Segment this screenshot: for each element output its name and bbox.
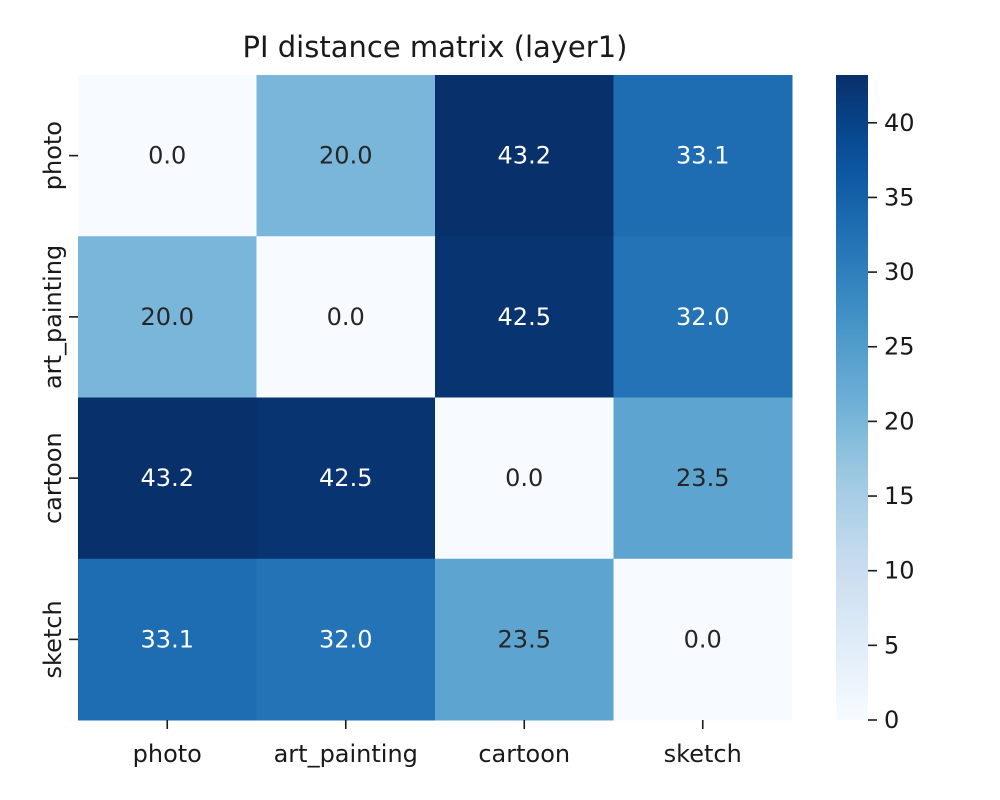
- cell-value-label: 20.0: [319, 142, 372, 170]
- cell-value-label: 32.0: [676, 303, 729, 331]
- heatmap-cell: [256, 558, 436, 721]
- x-axis: photo art_painting cartoon sketch: [133, 720, 742, 768]
- heatmap-cell: [613, 397, 793, 560]
- colorbar-tick-label: 40: [884, 109, 915, 137]
- heatmap-cell: [613, 558, 793, 721]
- heatmap-cells: [78, 75, 793, 721]
- cell-value-label: 20.0: [141, 303, 194, 331]
- heatmap-cell: [78, 558, 257, 721]
- heatmap-cell: [435, 75, 614, 237]
- heatmap-cell: [613, 236, 793, 398]
- heatmap-cell: [256, 75, 436, 237]
- cell-value-label: 33.1: [141, 625, 194, 653]
- cell-value-label: 33.1: [676, 142, 729, 170]
- heatmap-annotations: 0.0 20.0 43.2 33.1 20.0 0.0 42.5 32.0 43.2 42.5 0.…: [141, 142, 730, 654]
- cell-value-label: 42.5: [319, 464, 372, 492]
- cell-value-label: 0.0: [505, 464, 543, 492]
- y-tick-label: sketch: [39, 600, 67, 678]
- x-tick-label: sketch: [664, 740, 742, 768]
- colorbar-tick-label: 35: [884, 183, 915, 211]
- heatmap-cell: [613, 75, 793, 237]
- x-tick-label: art_painting: [274, 740, 418, 768]
- colorbar-tick-label: 15: [884, 482, 915, 510]
- cell-value-label: 23.5: [498, 625, 551, 653]
- y-tick-label: art_painting: [39, 245, 67, 389]
- colorbar: 0 5 10 15 20 25 30 35 40: [836, 75, 915, 734]
- chart-title: PI distance matrix (layer1): [243, 30, 628, 64]
- colorbar-tick-label: 30: [884, 258, 915, 286]
- heatmap-cell: [78, 236, 257, 398]
- colorbar-tick-label: 20: [884, 407, 915, 435]
- heatmap-cell: [78, 397, 257, 560]
- heatmap-cell: [256, 236, 436, 398]
- cell-value-label: 0.0: [148, 142, 186, 170]
- y-tick-label: photo: [39, 121, 67, 190]
- heatmap-cell: [435, 558, 614, 721]
- x-tick-label: photo: [133, 740, 202, 768]
- cell-value-label: 0.0: [684, 625, 722, 653]
- colorbar-tick-label: 0: [884, 706, 899, 734]
- y-tick-label: cartoon: [39, 432, 67, 524]
- cell-value-label: 43.2: [498, 142, 551, 170]
- colorbar-tick-label: 5: [884, 631, 899, 659]
- colorbar-tick-label: 25: [884, 333, 915, 361]
- colorbar-tick-label: 10: [884, 557, 915, 585]
- heatmap-cell: [435, 397, 614, 560]
- heatmap-cell: [256, 397, 436, 560]
- cell-value-label: 0.0: [327, 303, 365, 331]
- cell-value-label: 23.5: [676, 464, 729, 492]
- cell-value-label: 32.0: [319, 625, 372, 653]
- colorbar-gradient: [836, 75, 868, 720]
- cell-value-label: 42.5: [498, 303, 551, 331]
- heatmap-cell: [435, 236, 614, 398]
- heatmap-cell: [78, 75, 257, 237]
- cell-value-label: 43.2: [141, 464, 194, 492]
- x-tick-label: cartoon: [478, 740, 570, 768]
